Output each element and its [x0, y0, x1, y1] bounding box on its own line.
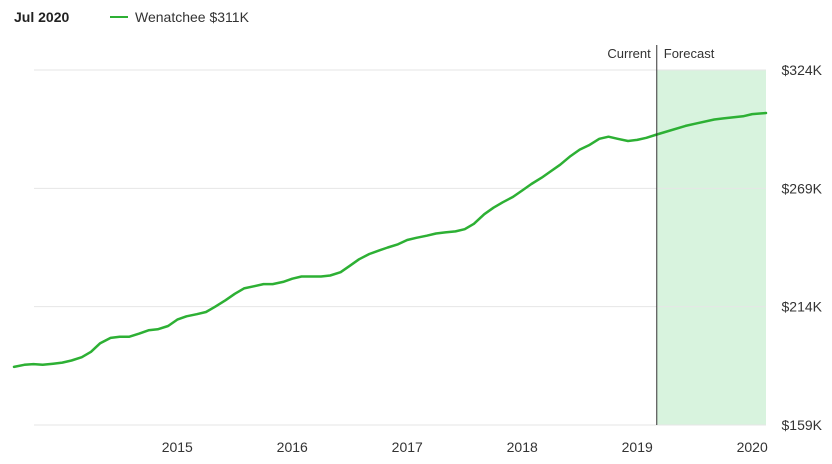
y-tick-label: $214K: [782, 299, 823, 315]
series-line-wenatchee: [12, 111, 768, 369]
y-tick-label: $324K: [782, 62, 823, 78]
x-tick-label: 2017: [392, 439, 423, 455]
y-tick-label: $269K: [782, 180, 823, 196]
x-tick-label: 2015: [162, 439, 193, 455]
forecast-label: Forecast: [664, 46, 715, 61]
y-axis-labels: $324K $269K $214K $159K: [782, 62, 823, 433]
current-label: Current: [607, 46, 651, 61]
x-tick-label: 2020: [737, 439, 768, 455]
legend[interactable]: Wenatchee $311K: [110, 9, 249, 25]
x-tick-label: 2019: [622, 439, 653, 455]
x-tick-label: 2016: [277, 439, 308, 455]
legend-swatch: [110, 16, 128, 18]
forecast-band: [656, 70, 766, 425]
header-date: Jul 2020: [14, 9, 70, 25]
legend-label: Wenatchee $311K: [135, 9, 249, 25]
x-tick-label: 2018: [507, 439, 538, 455]
gridlines: [34, 69, 766, 426]
y-tick-label: $159K: [782, 417, 823, 433]
x-axis-labels: 2015 2016 2017 2018 2019 2020: [162, 439, 768, 455]
